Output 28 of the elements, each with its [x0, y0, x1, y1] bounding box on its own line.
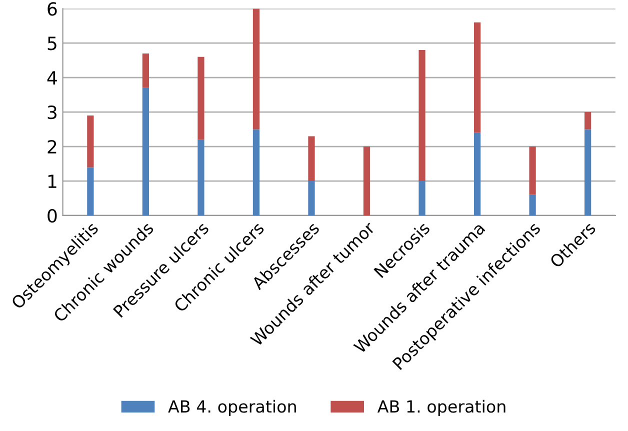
bar: [87, 116, 94, 168]
bar: [252, 8, 260, 130]
bar: [474, 22, 481, 133]
bar: [418, 181, 426, 216]
bar: [198, 56, 204, 140]
bar: [252, 129, 260, 216]
y-tick-label: 5: [48, 36, 56, 50]
y-tick-label: 6: [48, 2, 57, 16]
bar: [474, 132, 481, 216]
y-tick-label: 1: [48, 174, 56, 188]
y-tick-label: 4: [47, 71, 57, 84]
bar: [308, 136, 315, 182]
bar: [363, 146, 370, 216]
bar: [87, 167, 94, 216]
bar: [308, 181, 315, 216]
bar: [142, 53, 150, 88]
legend-label: AB 1. operation: [377, 400, 506, 416]
bar: [198, 140, 204, 216]
y-tick-label: 2: [48, 140, 56, 154]
bar: [529, 194, 536, 216]
bar: [418, 50, 426, 182]
y-tick-label: 0: [48, 208, 57, 223]
bar: [529, 146, 536, 195]
bar: [584, 129, 592, 216]
bar: [584, 112, 592, 130]
y-tick-label: 3: [48, 106, 56, 120]
bar: [142, 88, 150, 216]
legend-label: AB 4. operation: [168, 400, 296, 416]
